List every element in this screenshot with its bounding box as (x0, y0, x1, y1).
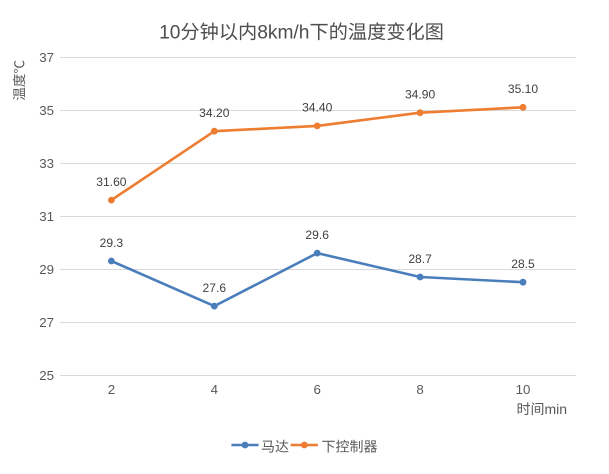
svg-text:28.5: 28.5 (511, 257, 535, 271)
svg-text:min: min (545, 401, 568, 417)
svg-text:34.90: 34.90 (405, 88, 436, 102)
svg-text:10: 10 (159, 23, 180, 44)
svg-text:4: 4 (211, 382, 218, 397)
svg-text:6: 6 (313, 382, 320, 397)
svg-text:27.6: 27.6 (203, 281, 227, 295)
svg-text:29.3: 29.3 (100, 236, 124, 250)
svg-text:31: 31 (39, 209, 54, 224)
svg-text:10: 10 (516, 382, 531, 397)
svg-text:8: 8 (416, 382, 423, 397)
svg-text:2: 2 (108, 382, 115, 397)
svg-text:33: 33 (39, 156, 54, 171)
svg-text:27: 27 (39, 315, 54, 330)
svg-text:28.7: 28.7 (408, 252, 432, 266)
svg-text:25: 25 (39, 368, 54, 383)
svg-text:29: 29 (39, 262, 54, 277)
svg-text:34.40: 34.40 (302, 101, 333, 115)
svg-text:8km/h: 8km/h (257, 23, 309, 44)
svg-text:31.60: 31.60 (96, 175, 127, 189)
svg-text:29.6: 29.6 (305, 228, 329, 242)
svg-text:37: 37 (39, 50, 54, 65)
svg-text:35.10: 35.10 (508, 82, 539, 96)
svg-text:34.20: 34.20 (199, 106, 230, 120)
svg-text:35: 35 (39, 103, 54, 118)
